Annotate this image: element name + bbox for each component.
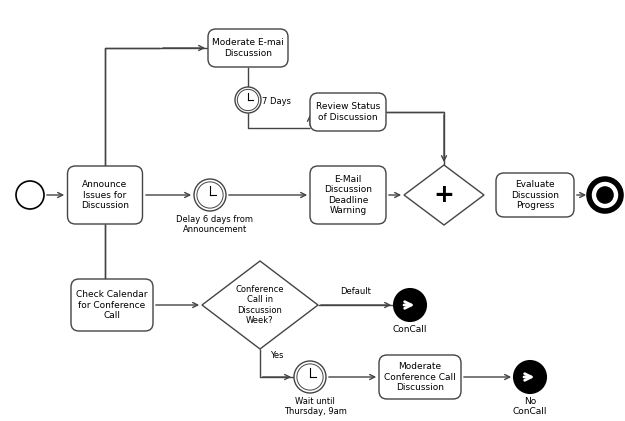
FancyBboxPatch shape [496, 173, 574, 217]
Text: Moderate E-mai
Discussion: Moderate E-mai Discussion [212, 38, 284, 58]
Text: Default: Default [341, 287, 371, 296]
FancyBboxPatch shape [310, 93, 386, 131]
Circle shape [194, 179, 226, 211]
Text: Evaluate
Discussion
Progress: Evaluate Discussion Progress [511, 180, 559, 210]
Text: Wait until
Thursday, 9am: Wait until Thursday, 9am [284, 397, 346, 416]
FancyBboxPatch shape [71, 279, 153, 331]
Text: No
ConCall: No ConCall [512, 397, 548, 416]
Text: Moderate
Conference Call
Discussion: Moderate Conference Call Discussion [384, 362, 456, 392]
Text: Conference
Call in
Discussion
Week?: Conference Call in Discussion Week? [236, 285, 284, 325]
Text: Check Calendar
for Conference
Call: Check Calendar for Conference Call [76, 290, 148, 320]
Polygon shape [404, 165, 484, 225]
Text: Announce
Issues for
Discussion: Announce Issues for Discussion [81, 180, 129, 210]
Text: Delay 6 days from
Announcement: Delay 6 days from Announcement [176, 215, 254, 234]
Text: ConCall: ConCall [392, 325, 428, 334]
Circle shape [197, 182, 223, 208]
Text: +: + [434, 183, 454, 207]
Polygon shape [202, 261, 318, 349]
FancyBboxPatch shape [68, 166, 142, 224]
Text: Review Status
of Discussion: Review Status of Discussion [316, 102, 380, 122]
Circle shape [294, 361, 326, 393]
Circle shape [514, 361, 546, 393]
Circle shape [596, 186, 614, 204]
FancyBboxPatch shape [310, 166, 386, 224]
Circle shape [589, 179, 621, 211]
Circle shape [16, 181, 44, 209]
Circle shape [238, 89, 259, 111]
Circle shape [398, 293, 422, 317]
FancyBboxPatch shape [379, 355, 461, 399]
Text: E-Mail
Discussion
Deadline
Warning: E-Mail Discussion Deadline Warning [324, 175, 372, 215]
Text: Yes: Yes [270, 351, 284, 360]
Circle shape [235, 87, 261, 113]
Circle shape [297, 364, 323, 390]
Circle shape [518, 365, 542, 389]
Circle shape [394, 289, 426, 321]
Text: 7 Days: 7 Days [261, 97, 291, 106]
FancyBboxPatch shape [208, 29, 288, 67]
